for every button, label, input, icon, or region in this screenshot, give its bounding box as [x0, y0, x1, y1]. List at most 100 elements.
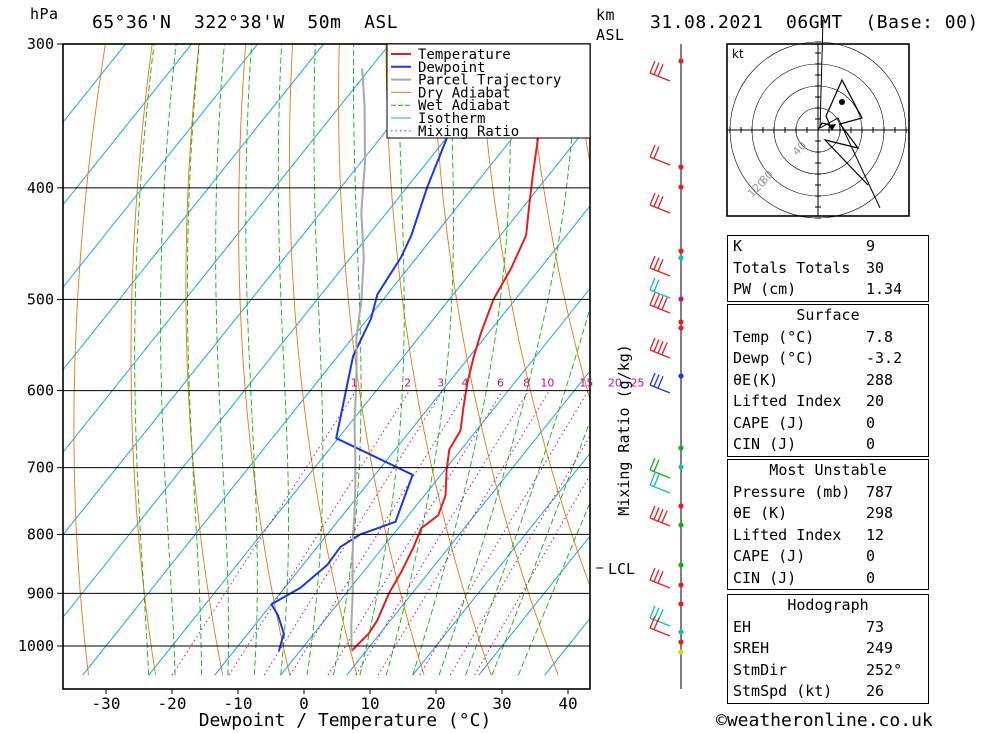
wet-adiabat-line — [186, 44, 202, 676]
mixing-ratio-axis-label: Mixing Ratio (g/kg) — [615, 344, 633, 516]
x-tick-label: 0 — [299, 694, 309, 713]
isotherm-line — [478, 535, 590, 676]
wind-level-dot — [678, 373, 684, 379]
mixing-ratio-label: 2 — [404, 377, 411, 390]
dry-adiabat-line — [14, 10, 65, 676]
wind-barb-shaft — [649, 72, 671, 82]
wind-barb — [649, 192, 671, 214]
wind-barb — [649, 292, 671, 314]
isotherm-line — [63, 44, 127, 124]
wind-barb-flag — [661, 510, 668, 524]
wind-barb-shaft — [649, 517, 671, 527]
wind-barb — [649, 472, 671, 494]
mixing-ratio-label: 6 — [497, 377, 504, 390]
most-unstable-table: Most Unstable Pressure (mb) 787 θE (K) 298… — [727, 459, 929, 590]
wind-barb-shaft — [649, 289, 671, 299]
dry-adiabat-line — [73, 44, 106, 676]
series-line-temperature — [350, 44, 540, 652]
isotherm-line — [214, 205, 590, 676]
hodograph-table-title: Hodograph — [787, 596, 869, 614]
wind-level-dot — [678, 629, 684, 635]
isotherm-line — [0, 10, 87, 676]
copyright-text: ©weatheronline.co.uk — [716, 710, 933, 731]
mixing-ratio-line — [377, 390, 550, 676]
legend-box — [386, 43, 591, 139]
isotherm-line — [63, 44, 193, 206]
wind-barb-flag — [653, 294, 660, 307]
wind-barb-flag — [653, 339, 660, 352]
x-tick-label: -30 — [92, 694, 121, 713]
y-tick-label: 1000 — [18, 637, 54, 655]
asl-label: ASL — [596, 26, 625, 44]
km-label: km — [596, 6, 616, 24]
wind-barb-flag — [653, 279, 660, 292]
mixing-ratio-label: 1 — [351, 377, 358, 390]
wind-level-dot — [678, 601, 684, 607]
surface-table: Surface Temp (°C) 7.8 Dewp (°C) -3.2 θE(K)… — [727, 304, 929, 457]
isotherm-line — [0, 10, 21, 676]
wind-barb-flag — [649, 292, 656, 306]
hodo-row-eh: EH 73 — [733, 617, 885, 636]
legend-label: Mixing Ratio — [418, 124, 519, 140]
wind-barb-shaft — [649, 384, 671, 394]
legend-label: Dewpoint — [418, 60, 485, 76]
dry-adiabat-line — [130, 44, 157, 676]
hodograph-unit: kt — [732, 47, 744, 61]
wind-level-dot — [678, 164, 684, 170]
mixing-ratio-line — [355, 390, 530, 676]
y-tick-label: 300 — [27, 35, 54, 53]
wind-barb-shaft — [649, 469, 671, 479]
y-tick-label: 700 — [27, 459, 54, 477]
dry-adiabat-line — [525, 44, 590, 402]
surface-title: Surface — [796, 306, 860, 324]
series-line-parcel-trajectory — [350, 68, 366, 652]
dry-adiabat-line — [982, 10, 1000, 676]
wet-adiabat-line — [465, 306, 590, 676]
wind-barb-flag — [649, 372, 656, 386]
wind-barb-flag — [649, 337, 656, 351]
wind-barb-flag — [653, 459, 660, 472]
x-axis-label: Dewpoint / Temperature (°C) — [198, 710, 492, 731]
mixing-ratio-label: 8 — [523, 377, 530, 390]
wet-adiabat-line — [491, 420, 590, 676]
wet-adiabat-line — [385, 44, 454, 676]
wind-level-dot — [678, 325, 684, 331]
isotherm-line — [63, 44, 325, 371]
wind-barb-shaft — [649, 156, 671, 166]
wind-level-dot — [678, 248, 684, 254]
wind-level-dot — [678, 649, 684, 655]
wind-barb — [649, 277, 671, 299]
wind-barb — [649, 457, 671, 479]
isotherm-line — [346, 370, 590, 676]
surface-row-thetae: θE(K) 288 — [733, 370, 894, 389]
wind-barb-flag — [653, 194, 660, 207]
mu-row-cin: CIN (J) 0 — [733, 568, 876, 587]
wind-barb — [649, 337, 671, 359]
wet-adiabat-line — [333, 44, 362, 676]
hodo-row-stmdir: StmDir 252° — [733, 660, 903, 679]
index-row-pw: PW (cm) 1.34 — [733, 280, 903, 298]
mixing-ratio-line — [419, 390, 589, 676]
wind-level-dot — [678, 445, 684, 451]
x-tick-label: 20 — [426, 694, 445, 713]
isotherm-line — [280, 287, 590, 676]
x-tick-label: 10 — [360, 694, 379, 713]
hodograph-storm-marker — [828, 124, 836, 131]
mu-row-pressure: Pressure (mb) 787 — [733, 482, 894, 501]
pressure-unit-label: hPa — [30, 5, 59, 23]
mu-row-li: Lifted Index 12 — [733, 525, 885, 544]
wind-barb-flag — [649, 144, 656, 158]
x-tick-label: -20 — [158, 694, 187, 713]
dry-adiabat-line — [432, 44, 559, 676]
wind-barb-flag — [653, 474, 660, 487]
dry-adiabat-line — [385, 44, 492, 676]
wind-barb — [649, 505, 671, 527]
wind-barb-flag — [653, 62, 660, 75]
wind-barb-shaft — [649, 484, 671, 494]
surface-row-cape: CAPE (J) 0 — [733, 413, 876, 432]
wind-level-dot — [678, 58, 684, 64]
wind-barb-flag — [649, 605, 656, 619]
